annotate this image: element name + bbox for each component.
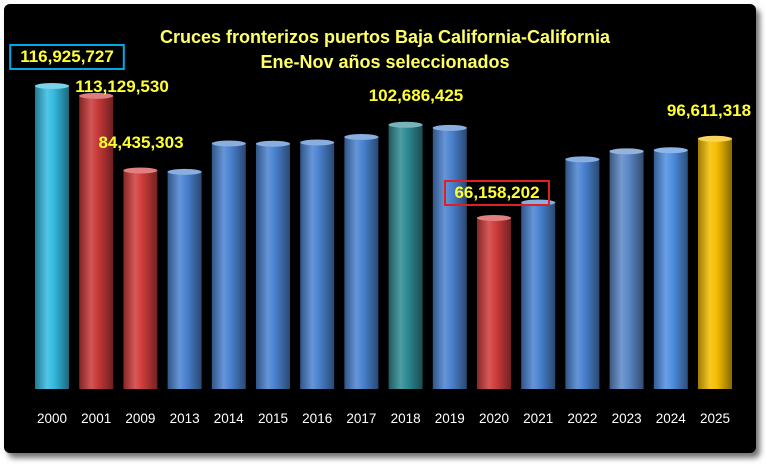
tick-label-2021: 2021 — [523, 411, 553, 426]
bar-2023 — [609, 150, 644, 389]
tick-label-2020: 2020 — [479, 411, 509, 426]
bar-cap-2014 — [211, 140, 246, 147]
bar-2025 — [698, 137, 732, 389]
data-label-2001: 113,129,530 — [75, 77, 169, 96]
tick-label-2000: 2000 — [37, 411, 67, 426]
tick-label-2016: 2016 — [302, 411, 332, 426]
chart-subtitle: Ene-Nov años seleccionados — [260, 52, 509, 72]
data-label-box-2020 — [444, 180, 550, 206]
bar-cap-2025 — [698, 135, 732, 142]
bar-cap-2023 — [609, 148, 644, 155]
tick-label-2025: 2025 — [700, 411, 730, 426]
bar-2018 — [388, 123, 423, 390]
bar-cap-2013 — [167, 168, 202, 175]
bars-group — [35, 82, 732, 390]
data-labels-group: 116,925,727 113,129,530 84,435,303 102,686,… — [9, 44, 751, 206]
tick-label-2014: 2014 — [214, 411, 245, 426]
bar-cap-2017 — [344, 134, 379, 141]
tick-label-2019: 2019 — [435, 411, 465, 426]
tick-label-2022: 2022 — [567, 411, 597, 426]
bar-chart: Cruces fronterizos puertos Baja Californ… — [9, 27, 751, 426]
bar-2020 — [477, 216, 511, 389]
tick-label-2015: 2015 — [258, 411, 288, 426]
tick-label-2018: 2018 — [391, 411, 421, 426]
bar-2013 — [167, 170, 202, 389]
bar-cap-2024 — [653, 147, 688, 154]
data-label-2018: 102,686,425 — [369, 86, 464, 105]
bar-cap-2019 — [432, 124, 467, 131]
bar-2022 — [565, 158, 600, 389]
bar-2014 — [211, 142, 246, 389]
bar-2001 — [79, 94, 114, 389]
bar-2019 — [432, 126, 467, 390]
bar-cap-2015 — [256, 140, 290, 147]
data-label-2000: 116,925,727 — [20, 47, 114, 66]
bar-cap-2016 — [300, 139, 335, 146]
bar-cap-2022 — [565, 156, 600, 163]
data-label-box-2000 — [9, 44, 125, 70]
bar-2017 — [344, 136, 379, 389]
tick-label-2001: 2001 — [81, 411, 111, 426]
bar-cap-2018 — [388, 121, 423, 128]
data-label-2009: 84,435,303 — [98, 133, 183, 152]
tick-label-2013: 2013 — [170, 411, 200, 426]
bar-2000 — [35, 84, 69, 390]
bar-2015 — [256, 142, 290, 389]
bar-cap-2009 — [123, 167, 158, 174]
bar-cap-2020 — [477, 214, 511, 221]
bar-cap-2001 — [79, 92, 114, 99]
bar-2016 — [300, 141, 335, 389]
tick-label-2017: 2017 — [346, 411, 376, 426]
bar-cap-2000 — [35, 82, 69, 89]
tick-label-2023: 2023 — [612, 411, 642, 426]
bar-2024 — [653, 149, 688, 389]
tick-label-2024: 2024 — [656, 411, 687, 426]
bar-2009 — [123, 169, 158, 389]
data-label-2020: 66,158,202 — [454, 183, 539, 202]
x-axis-ticks: 2000 2001 2009 2013 2014 2015 2016 2017 2018 2019… — [37, 411, 730, 426]
data-label-2025: 96,611,318 — [667, 101, 751, 120]
bar-2021 — [521, 201, 556, 389]
chart-title: Cruces fronterizos puertos Baja Californ… — [160, 27, 611, 47]
tick-label-2009: 2009 — [125, 411, 155, 426]
chart-frame: Cruces fronterizos puertos Baja Californ… — [4, 4, 756, 453]
